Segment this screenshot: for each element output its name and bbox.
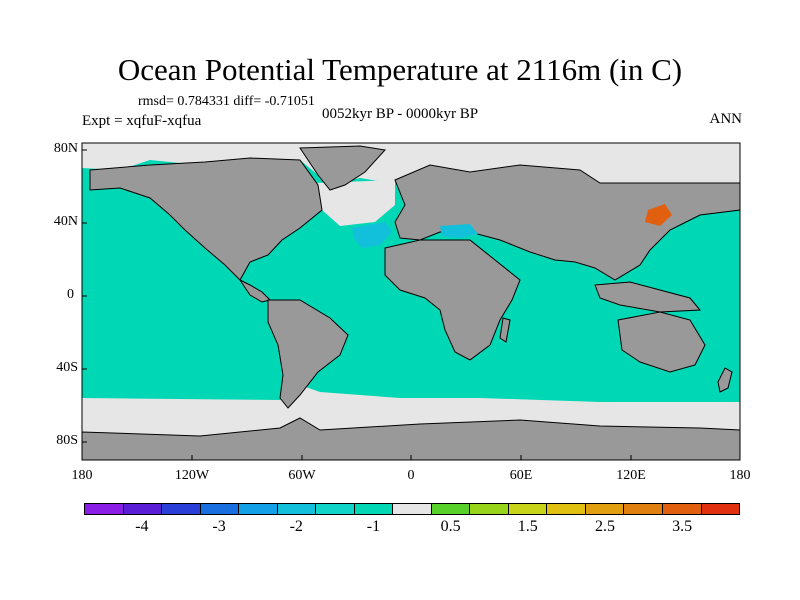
colorbar-swatch — [431, 504, 471, 514]
colorbar-swatch — [85, 504, 124, 514]
colorbar-swatch — [200, 504, 240, 514]
colorbar-swatch — [277, 504, 317, 514]
colorbar-swatch — [354, 504, 394, 514]
lon-label-180e: 180 — [729, 468, 751, 483]
colorbar-label: 2.5 — [594, 518, 615, 535]
lon-label-0: 0 — [407, 468, 415, 483]
colorbar-swatch — [508, 504, 548, 514]
land-africa — [384, 239, 521, 361]
colorbar-swatch — [585, 504, 625, 514]
axis-ticks — [81, 149, 741, 460]
rmsd-text: rmsd= 0.784331 diff= -0.71051 — [138, 94, 315, 109]
lat-label-80n: 80N — [53, 141, 78, 156]
experiment-text: Expt = xqfuF-xqfua — [82, 113, 202, 129]
colorbar-swatch — [123, 504, 163, 514]
land-madagascar — [499, 317, 511, 343]
colorbar-label: 3.5 — [672, 518, 693, 535]
lat-label-80s: 80S — [56, 433, 78, 448]
colorbar-label: 1.5 — [517, 518, 538, 535]
lon-label-60e: 60E — [509, 468, 533, 483]
lat-label-40n: 40N — [53, 214, 78, 229]
colorbar-swatch — [316, 504, 355, 514]
lon-label-120w: 120W — [174, 468, 210, 483]
colorbar-label: 0.5 — [440, 518, 461, 535]
land-australia — [617, 311, 706, 373]
cold-anomaly-east-med — [440, 224, 478, 238]
north-atlantic-missing — [315, 180, 395, 226]
colorbar-label: -3 — [212, 518, 226, 535]
lat-label-40s: 40S — [56, 360, 78, 375]
colorbar — [84, 503, 740, 515]
colorbar-label: -1 — [366, 518, 381, 535]
lat-label-0: 0 — [67, 287, 74, 302]
land-new-zealand — [717, 367, 733, 393]
colorbar-swatch — [393, 504, 432, 514]
land-greenland — [299, 145, 386, 191]
colorbar-swatch — [162, 504, 201, 514]
lon-label-60w: 60W — [288, 468, 316, 483]
land-south-america — [267, 299, 349, 409]
lon-label-180w: 180 — [71, 468, 93, 483]
colorbar-swatch — [624, 504, 663, 514]
land-north-america — [89, 157, 323, 281]
arctic-missing-region — [82, 143, 740, 185]
colorbar-label: -2 — [289, 518, 303, 535]
colorbar-swatch — [701, 504, 740, 514]
colorbar-swatch — [470, 504, 509, 514]
colorbar-swatch — [662, 504, 702, 514]
map-title: Ocean Potential Temperature at 2116m (in… — [117, 52, 683, 87]
season-text: ANN — [709, 111, 743, 127]
period-text: 0052kyr BP - 0000kyr BP — [322, 106, 479, 122]
colorbar-swatch — [239, 504, 278, 514]
colorbar-swatch — [547, 504, 586, 514]
cold-anomaly-mediterranean — [352, 222, 392, 248]
colorbar-label: -4 — [135, 518, 149, 535]
lon-label-120e: 120E — [616, 468, 646, 483]
land-maritime-continent — [594, 281, 702, 313]
warm-anomaly-japan-sea — [645, 204, 672, 226]
